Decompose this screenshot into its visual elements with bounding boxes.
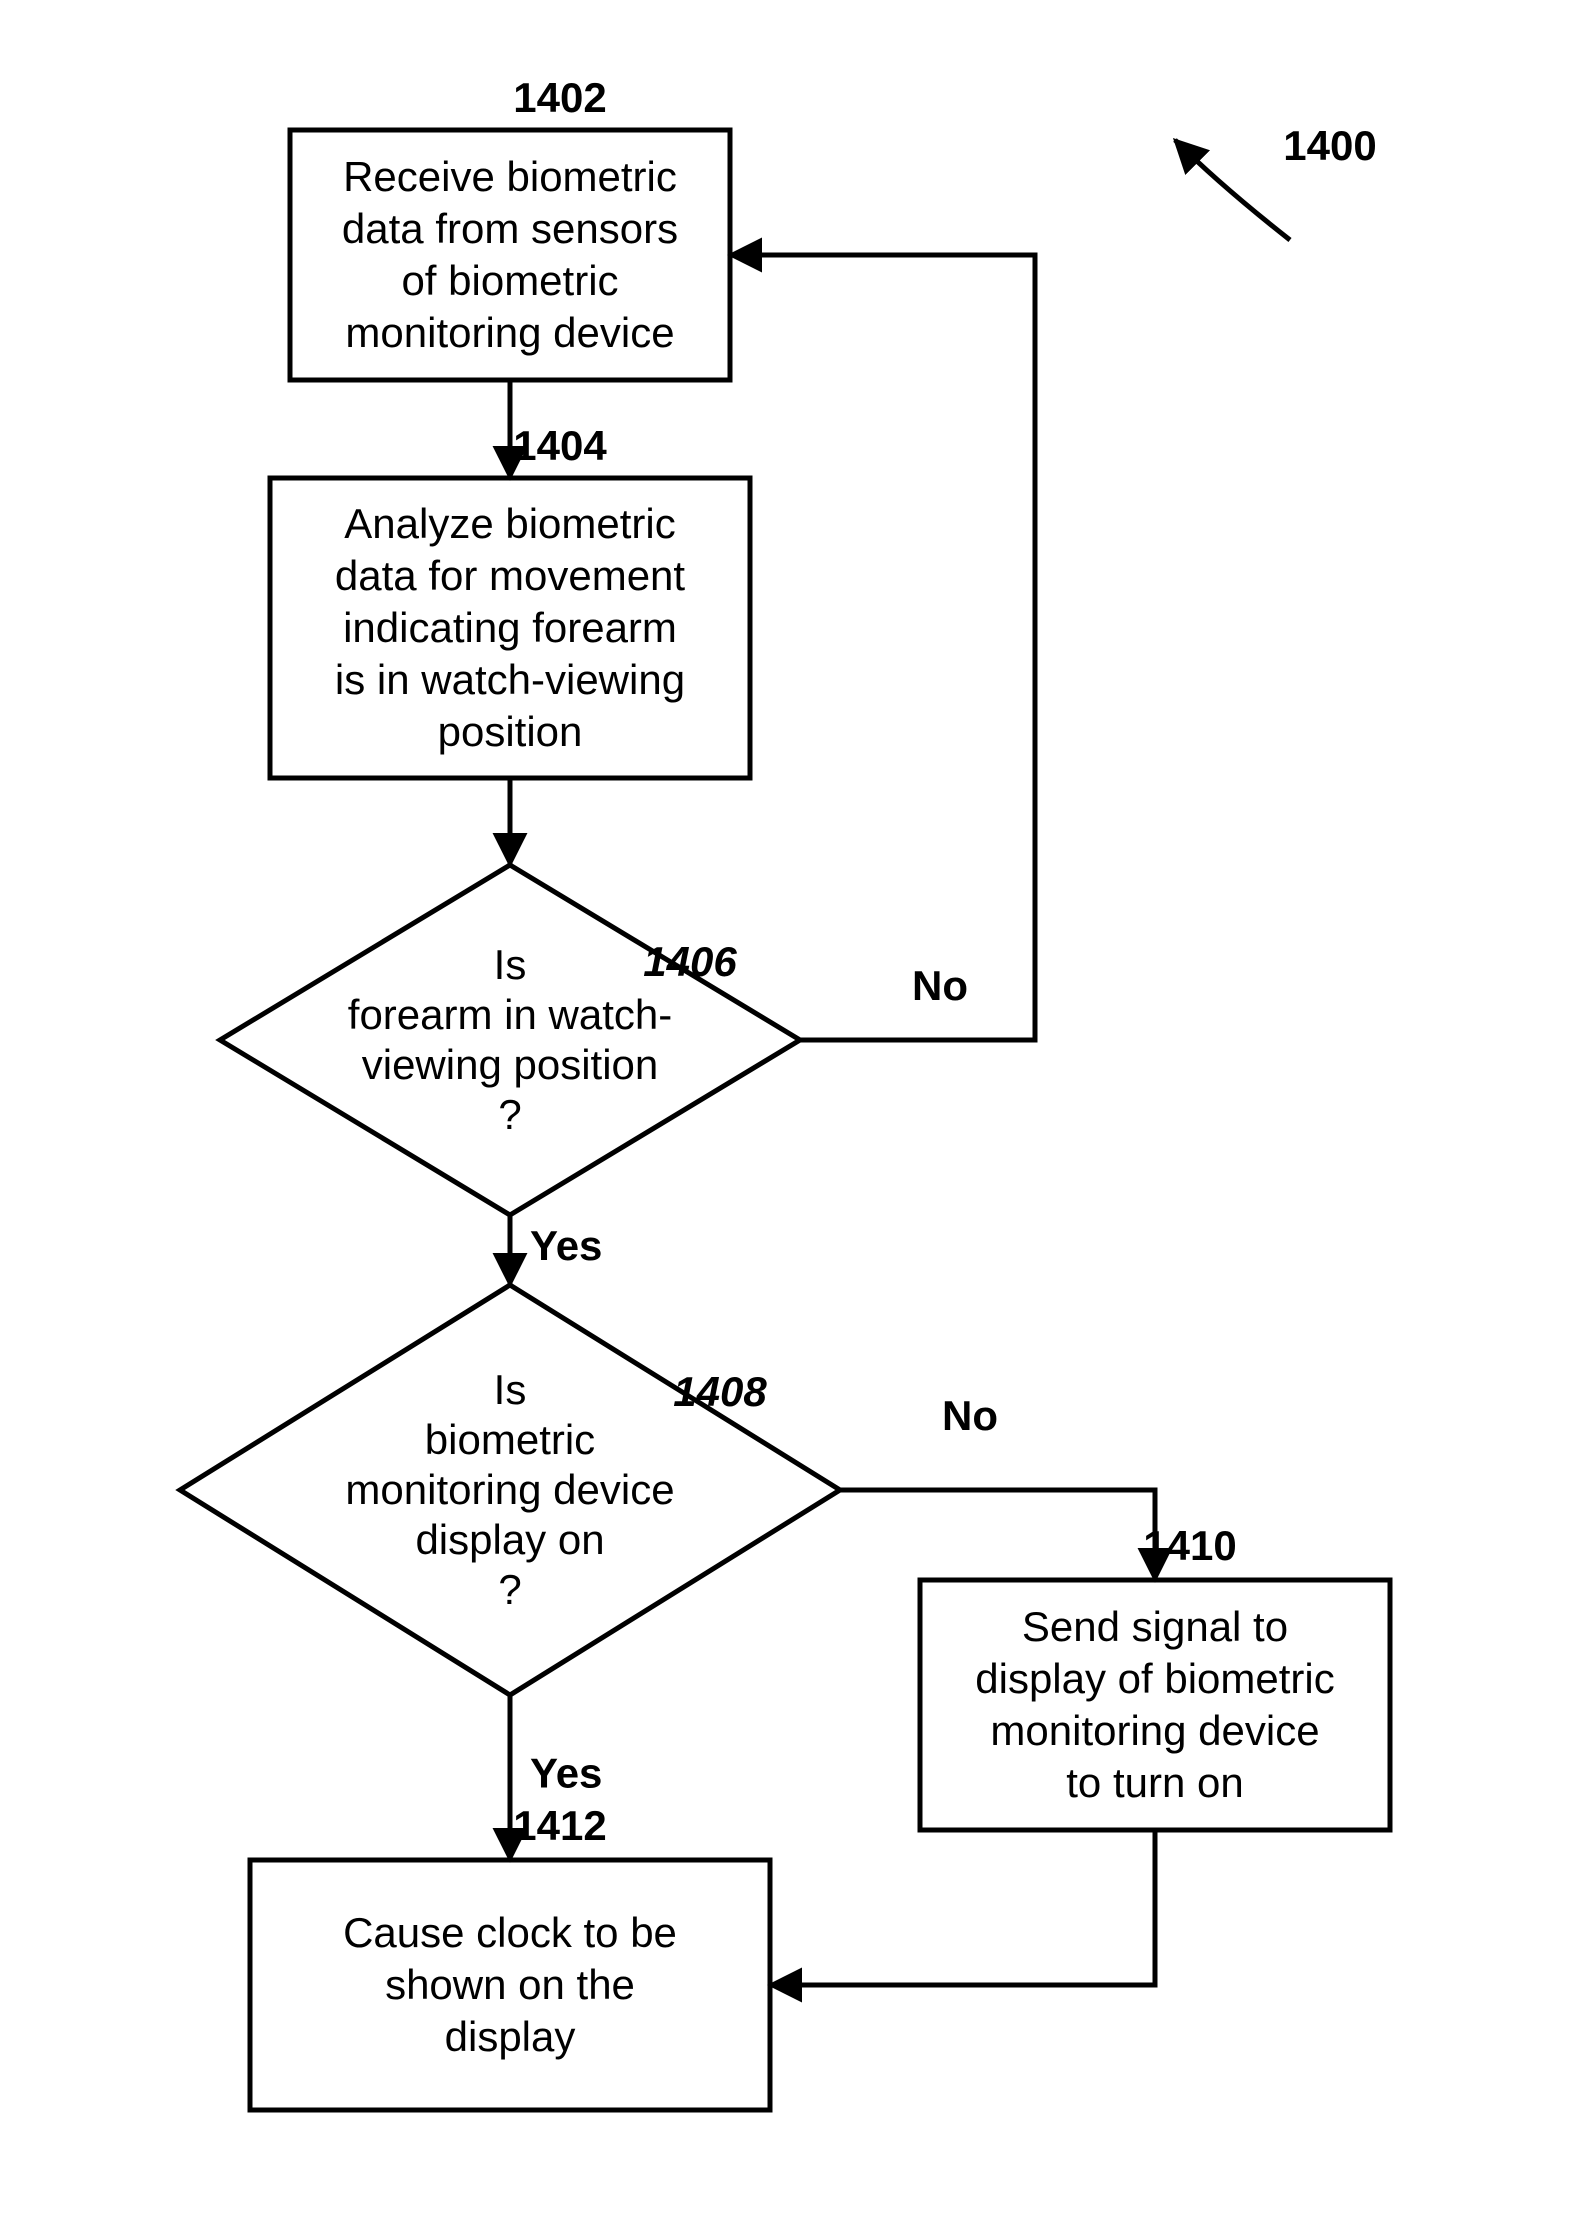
node-text: Is [494,1366,527,1413]
edge-label: No [942,1392,998,1439]
node-text: data for movement [335,552,686,599]
node-text: monitoring device [345,1466,674,1513]
node-text: indicating forearm [343,604,677,651]
node-text: Is [494,941,527,988]
node-text: shown on the [385,1961,635,2008]
node-text: is in watch-viewing [335,656,685,703]
node-ref: 1406 [643,938,737,985]
node-text: data from sensors [342,205,678,252]
node-text: viewing position [362,1041,659,1088]
flowchart-figure: Receive biometric data from sensors of bio… [0,0,1576,2230]
node-text: Analyze biometric [344,500,675,547]
flowchart-svg: Receive biometric data from sensors of bio… [0,0,1576,2230]
edge-label: Yes [530,1222,602,1269]
node-ref: 1402 [513,74,606,121]
node-text: of biometric [401,257,618,304]
node-text: monitoring device [345,309,674,356]
node-text: Send signal to [1022,1603,1288,1650]
node-text: to turn on [1066,1759,1243,1806]
node-ref: 1404 [513,422,607,469]
node-text: display [445,2013,576,2060]
node-text: monitoring device [990,1707,1319,1754]
node-text: Cause clock to be [343,1909,677,1956]
node-text: forearm in watch- [348,991,672,1038]
figure-ref-label: 1400 [1283,122,1376,169]
node-ref: 1412 [513,1802,606,1849]
node-text: ? [498,1091,521,1138]
edge-label: No [912,962,968,1009]
node-ref: 1408 [673,1368,767,1415]
edge-label: Yes [530,1750,602,1797]
node-text: biometric [425,1416,595,1463]
node-text: ? [498,1566,521,1613]
node-text: position [438,708,583,755]
node-text: display on [415,1516,604,1563]
node-text: display of biometric [975,1655,1334,1702]
node-text: Receive biometric [343,153,677,200]
